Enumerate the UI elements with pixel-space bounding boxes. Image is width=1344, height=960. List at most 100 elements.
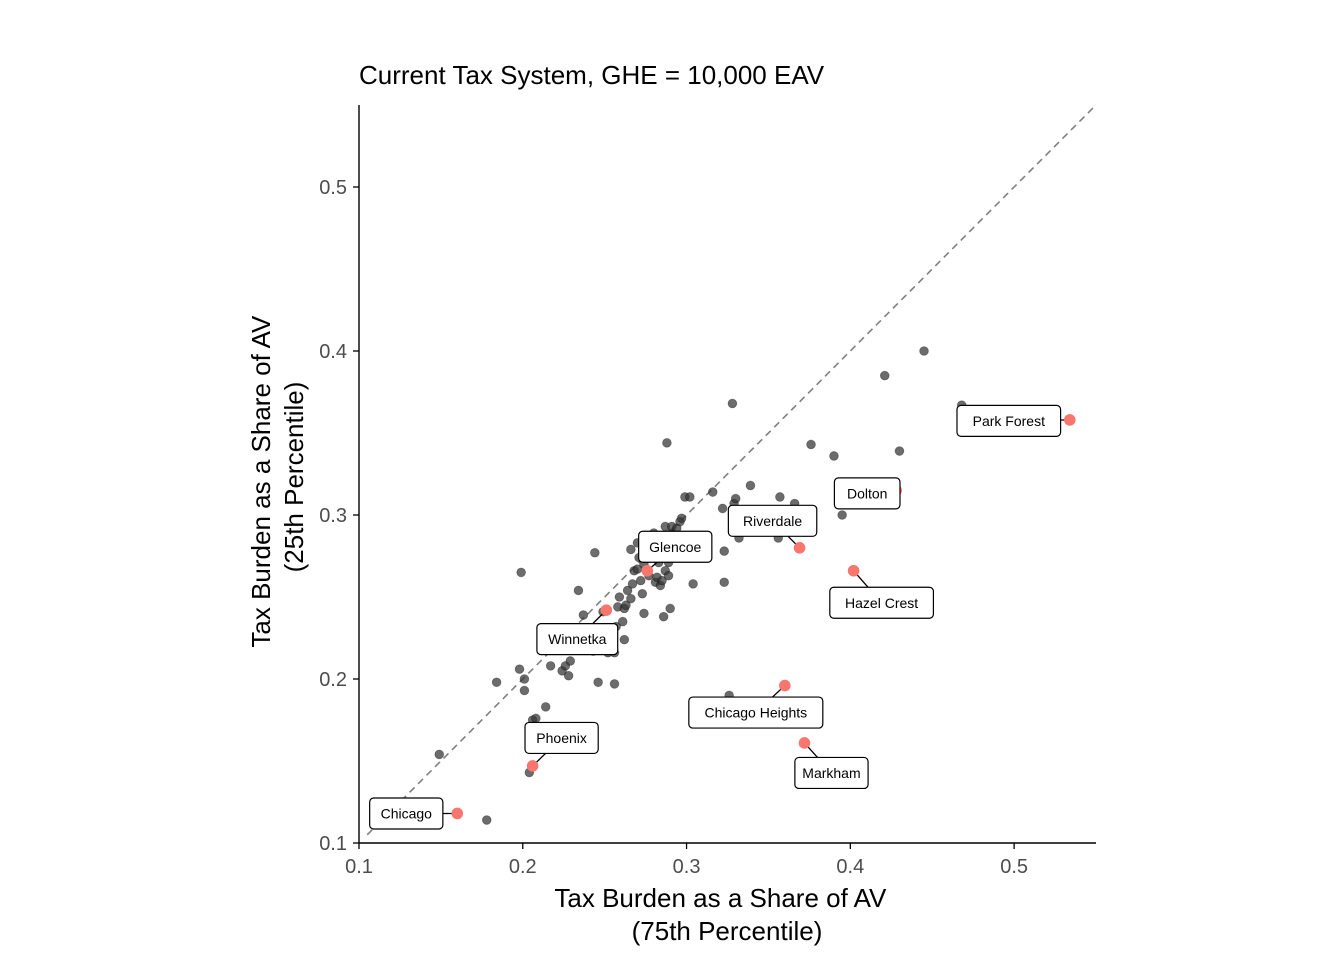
x-tick-label: 0.4 bbox=[836, 856, 864, 878]
x-tick-label: 0.1 bbox=[345, 856, 373, 878]
data-point bbox=[727, 398, 738, 409]
y-axis-ticks: 0.1 0.2 0.3 0.4 0.5 bbox=[319, 177, 359, 855]
data-point bbox=[573, 585, 584, 596]
data-point bbox=[635, 575, 646, 586]
data-point bbox=[514, 664, 525, 674]
data-point bbox=[531, 713, 541, 724]
callout-label: Park Forest bbox=[973, 413, 1045, 429]
data-point bbox=[627, 579, 638, 589]
callout-label: Chicago Heights bbox=[704, 705, 807, 721]
data-point bbox=[626, 593, 636, 604]
data-point bbox=[775, 492, 785, 502]
callout-box bbox=[794, 756, 869, 790]
data-point bbox=[639, 608, 649, 619]
axes: 0.1 0.2 0.3 0.4 0.5 0.1 0.2 0.3 0.4 0.5 bbox=[319, 105, 1096, 878]
data-point bbox=[540, 702, 551, 712]
callout-label: Glencoe bbox=[649, 539, 701, 555]
data-point bbox=[663, 570, 674, 581]
data-point bbox=[676, 513, 687, 524]
data-point bbox=[730, 493, 741, 504]
callout-label: Hazel Crest bbox=[845, 595, 918, 611]
highlight-point-park-forest bbox=[1063, 414, 1076, 426]
callout-label: Chicago bbox=[381, 805, 433, 821]
highlight-point-chicago-heights bbox=[779, 679, 791, 692]
data-point bbox=[578, 610, 589, 620]
data-point bbox=[617, 616, 628, 627]
data-point bbox=[719, 577, 730, 588]
data-point bbox=[434, 749, 445, 760]
data-point bbox=[662, 438, 672, 448]
data-point bbox=[609, 679, 620, 689]
data-point bbox=[657, 575, 667, 586]
data-point bbox=[688, 579, 698, 589]
highlight-point-glencoe bbox=[641, 564, 654, 577]
data-point bbox=[829, 451, 839, 461]
callout-chicago-heights: Chicago Heights bbox=[688, 696, 824, 729]
callout-label: Markham bbox=[802, 765, 860, 781]
data-point bbox=[719, 546, 730, 556]
data-point bbox=[590, 547, 600, 558]
data-point bbox=[637, 588, 648, 599]
y-tick-label: 0.4 bbox=[319, 341, 347, 363]
data-point bbox=[717, 503, 728, 514]
x-axis-ticks: 0.1 0.2 0.3 0.4 0.5 bbox=[345, 843, 1028, 878]
callout-winnetka: Winnetka bbox=[536, 623, 619, 656]
highlight-point-hazel-crest bbox=[847, 564, 860, 577]
callout-box bbox=[833, 477, 901, 510]
data-point bbox=[622, 585, 633, 596]
callout-label: Dolton bbox=[847, 485, 887, 501]
data-point bbox=[491, 677, 502, 688]
highlight-point-phoenix bbox=[526, 760, 539, 772]
callout-riverdale: Riverdale bbox=[727, 504, 818, 537]
points-layer bbox=[434, 346, 967, 825]
highlight-point-winnetka bbox=[600, 604, 613, 616]
highlight-point-markham bbox=[798, 737, 811, 749]
data-point bbox=[665, 603, 675, 614]
data-point bbox=[621, 600, 631, 610]
data-point bbox=[565, 656, 576, 666]
chart-title: Current Tax System, GHE = 10,000 EAV bbox=[359, 60, 825, 90]
x-axis-title-line-2: (75th Percentile) bbox=[632, 916, 823, 946]
callout-layer: Chicago Phoenix Winnetka Glencoe Riverdale Do… bbox=[369, 404, 1076, 830]
callout-box bbox=[956, 404, 1062, 437]
reference-diagonal-line bbox=[366, 104, 1097, 836]
callout-chicago: Chicago bbox=[369, 797, 444, 830]
callout-park-forest: Park Forest bbox=[956, 404, 1062, 437]
data-point bbox=[614, 592, 625, 602]
x-tick-label: 0.2 bbox=[509, 856, 537, 878]
data-point bbox=[806, 439, 816, 450]
data-point bbox=[481, 815, 492, 825]
data-point bbox=[879, 370, 890, 381]
y-tick-label: 0.1 bbox=[319, 833, 347, 855]
data-point bbox=[919, 346, 929, 356]
callout-phoenix: Phoenix bbox=[524, 721, 599, 755]
callout-box bbox=[727, 504, 818, 537]
data-point bbox=[707, 487, 718, 497]
callout-box bbox=[369, 797, 444, 830]
data-point bbox=[626, 544, 636, 555]
data-point bbox=[745, 480, 756, 491]
callout-box bbox=[829, 586, 935, 619]
callout-box bbox=[536, 623, 619, 656]
plot-area: Chicago Phoenix Winnetka Glencoe Riverdale Do… bbox=[366, 104, 1097, 836]
data-point bbox=[519, 685, 530, 696]
callout-markham: Markham bbox=[794, 756, 869, 790]
y-axis-title-line-2: (25th Percentile) bbox=[279, 382, 309, 573]
callout-box bbox=[688, 696, 824, 729]
callout-label: Phoenix bbox=[536, 730, 587, 746]
data-point bbox=[619, 634, 630, 645]
data-point bbox=[593, 677, 603, 688]
data-point bbox=[894, 446, 905, 456]
data-point bbox=[545, 661, 556, 671]
highlight-point-riverdale bbox=[793, 542, 806, 554]
callout-dolton: Dolton bbox=[833, 477, 901, 510]
callout-box bbox=[524, 721, 599, 755]
y-tick-label: 0.3 bbox=[319, 505, 347, 527]
y-tick-label: 0.2 bbox=[319, 669, 347, 691]
callout-hazel-crest: Hazel Crest bbox=[829, 586, 935, 619]
data-point bbox=[685, 492, 695, 502]
data-point bbox=[519, 674, 530, 684]
y-axis-title-line-1: Tax Burden as a Share of AV bbox=[246, 315, 276, 648]
data-point bbox=[837, 510, 847, 520]
